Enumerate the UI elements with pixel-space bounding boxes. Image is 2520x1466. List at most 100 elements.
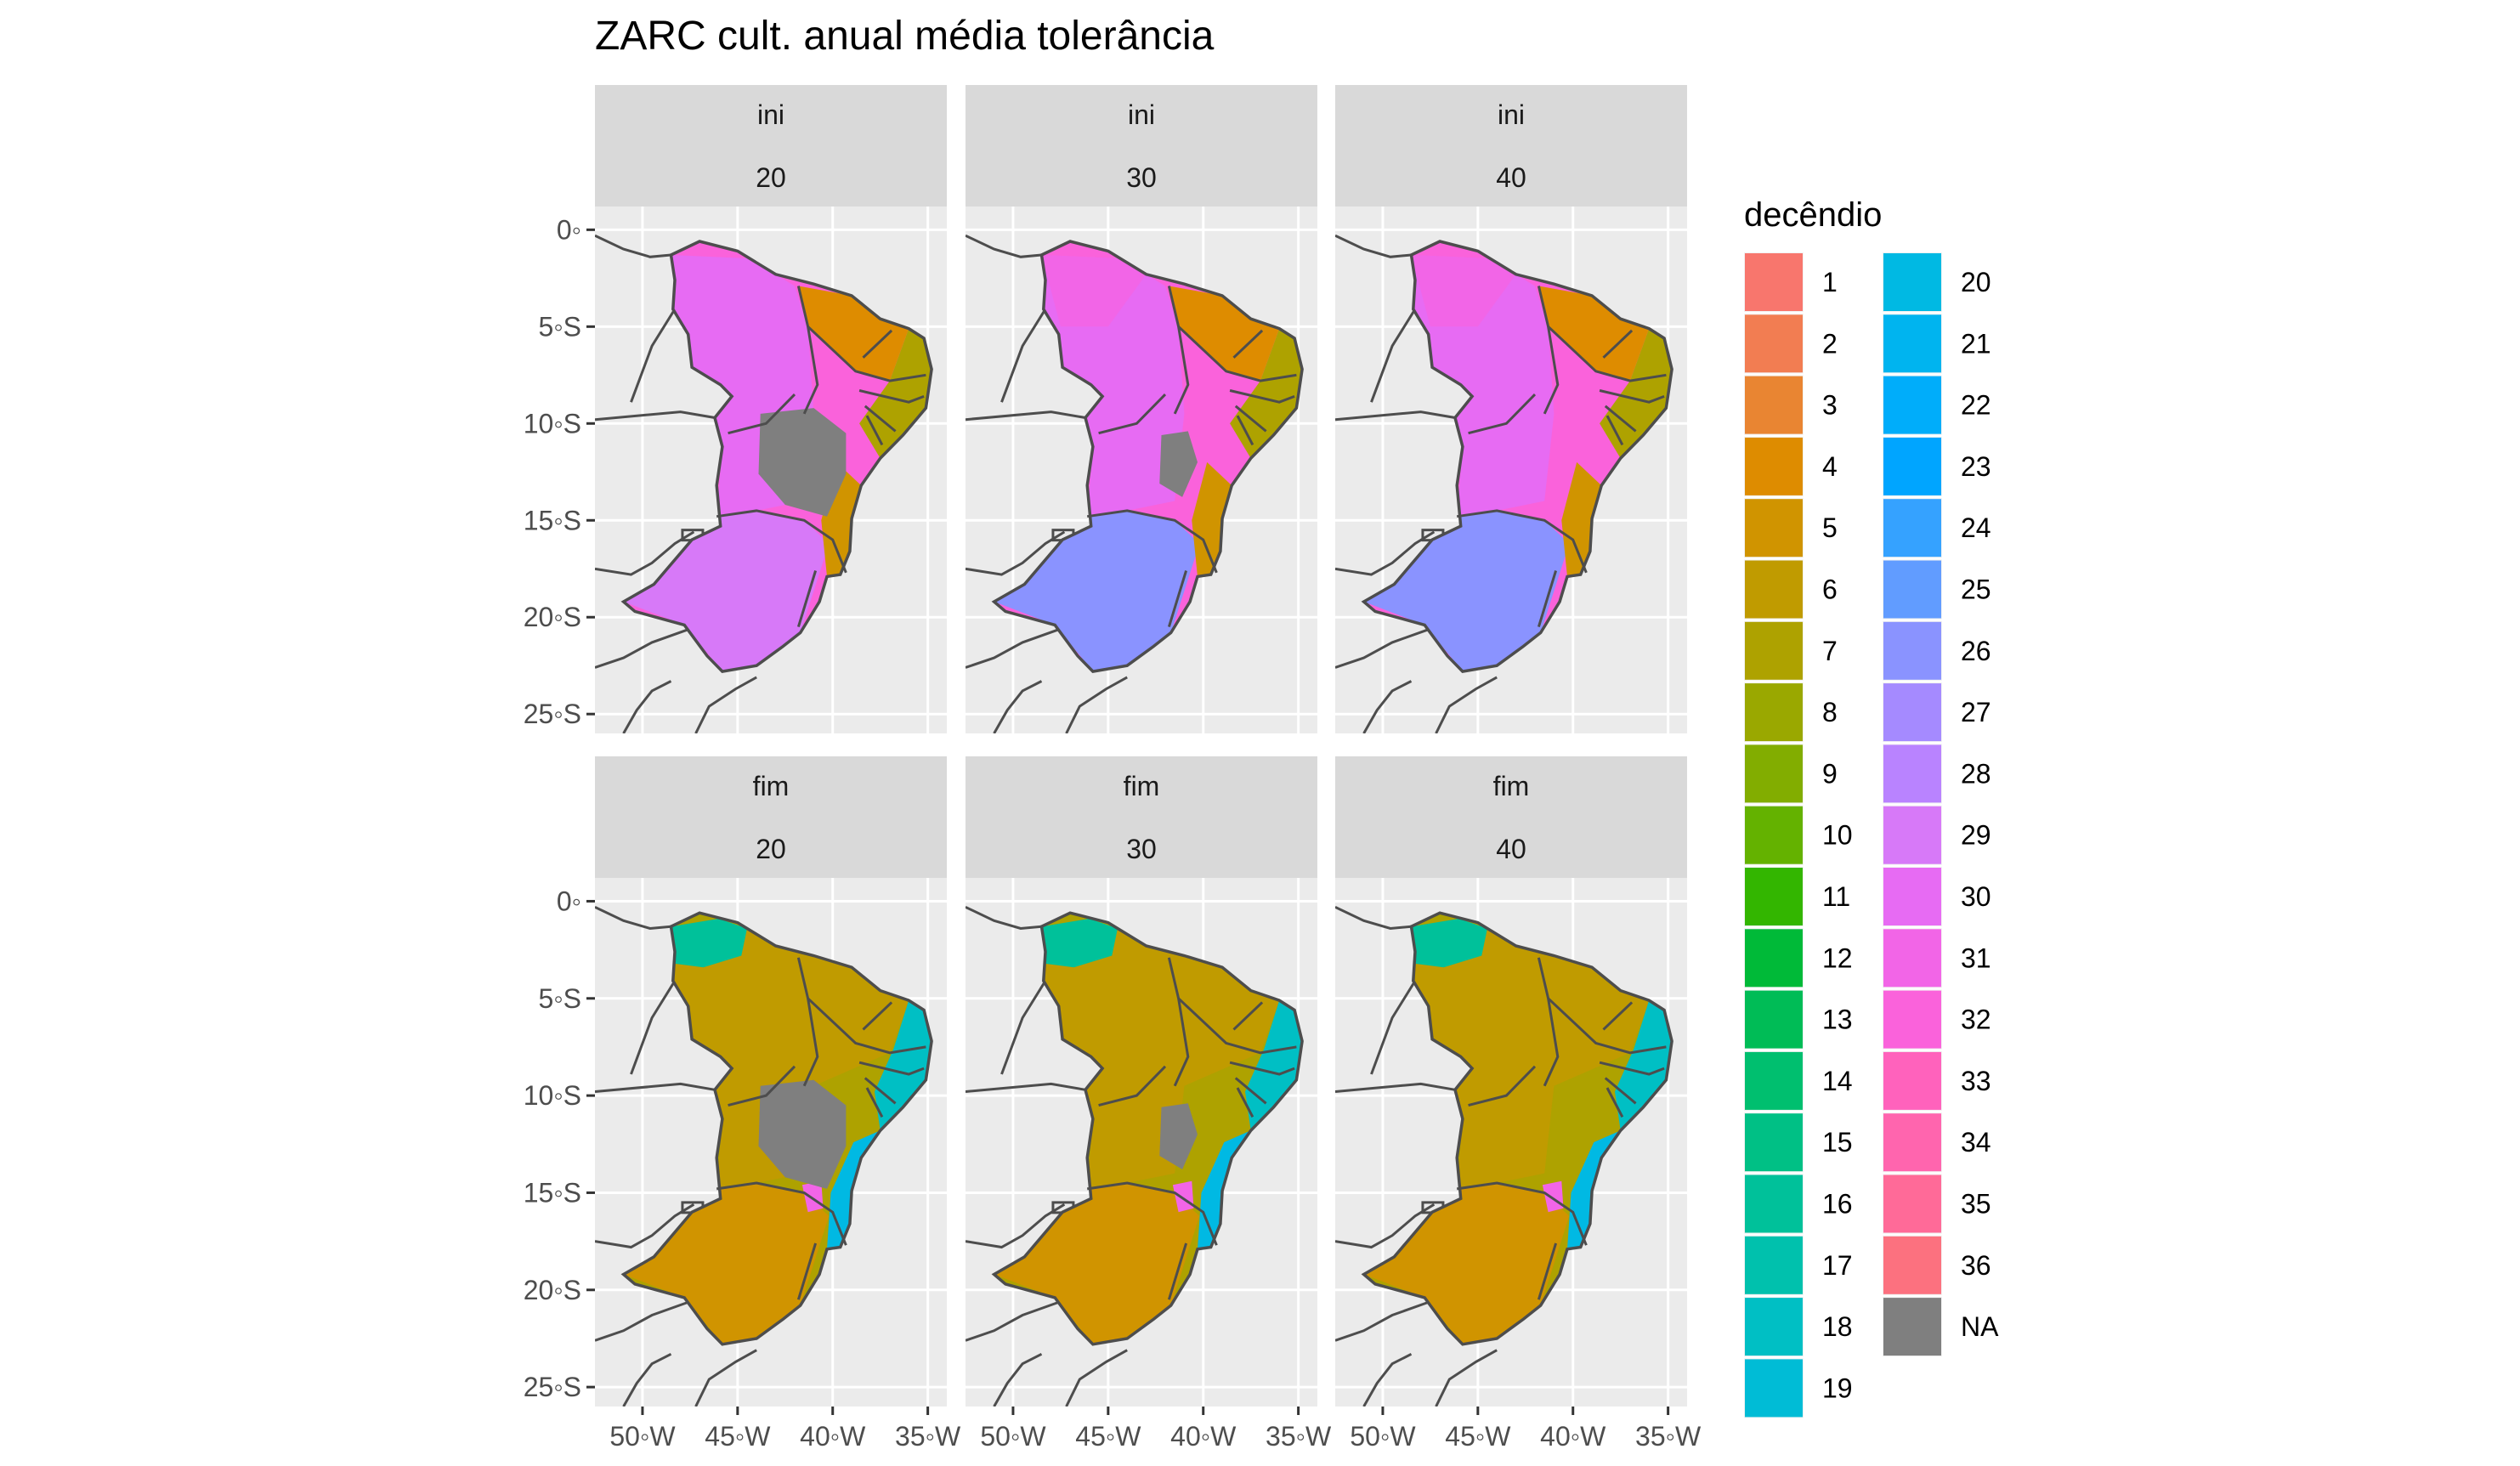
decendio-zone-7 xyxy=(859,328,932,459)
strip-row-label: fim xyxy=(753,771,790,801)
decendio-zone-31 xyxy=(1172,1180,1194,1213)
decendio-zone-6 xyxy=(671,926,909,1189)
legend-label: 10 xyxy=(1822,820,1853,851)
decendio-zone-16 xyxy=(1041,919,1118,968)
state-border xyxy=(1236,415,1254,446)
legend-swatch xyxy=(1745,253,1803,311)
legend-item-31: 31 xyxy=(1883,928,1991,988)
decendio-zone-20 xyxy=(1198,1130,1251,1249)
state-border xyxy=(858,1061,925,1076)
na-region xyxy=(758,1079,847,1189)
state-border xyxy=(1177,997,1297,1055)
legend-swatch xyxy=(1883,929,1941,988)
x-tick-label: 35◦W xyxy=(1266,1421,1332,1452)
region-outline xyxy=(620,240,933,673)
legend-item-19: 19 xyxy=(1744,1358,1853,1418)
y-tick-label: 0◦ xyxy=(557,214,581,245)
state-border xyxy=(1547,325,1667,382)
region-outline xyxy=(620,911,933,1346)
state-border xyxy=(716,509,847,574)
x-tick-label: 45◦W xyxy=(705,1421,771,1452)
legend-label: 2 xyxy=(1822,328,1838,359)
legend-item-27: 27 xyxy=(1883,682,1991,743)
legend-swatch xyxy=(1883,1298,1941,1356)
decendio-fill xyxy=(1363,241,1673,672)
facet-strip xyxy=(595,85,947,207)
legend-item-7: 7 xyxy=(1744,620,1838,681)
legend-item-9: 9 xyxy=(1744,744,1838,804)
decendio-zone-16 xyxy=(1411,919,1487,968)
legend-label: 33 xyxy=(1961,1066,1991,1096)
boundary-line xyxy=(1370,980,1417,1075)
legend-swatch xyxy=(1745,1236,1803,1294)
legend-swatch xyxy=(1745,683,1803,742)
y-tick-label: 0◦ xyxy=(557,886,581,916)
legend-swatch xyxy=(1883,1051,1941,1110)
y-tick-label: 15◦S xyxy=(524,1177,581,1208)
legend-swatch xyxy=(1745,744,1803,803)
legend-label: 20 xyxy=(1961,267,1991,297)
boundary-line xyxy=(1000,308,1047,403)
y-tick-label: 5◦S xyxy=(539,311,581,342)
x-tick-label: 50◦W xyxy=(1350,1421,1416,1452)
legend-item-24: 24 xyxy=(1883,498,1991,558)
legend-item-1: 1 xyxy=(1744,252,1838,312)
legend-label: 12 xyxy=(1822,942,1853,973)
boundary-line xyxy=(1065,1349,1128,1407)
na-region xyxy=(1159,1103,1198,1169)
state-border xyxy=(858,389,925,404)
legend-label: 11 xyxy=(1822,881,1850,912)
boundary-line xyxy=(1435,1349,1498,1407)
decendio-fill xyxy=(994,913,1303,1344)
region-outline xyxy=(991,911,1304,1346)
y-tick-label: 15◦S xyxy=(524,505,581,535)
state-border xyxy=(1537,570,1558,628)
decendio-zone-4 xyxy=(1169,286,1280,382)
boundary-line xyxy=(966,1082,1086,1093)
boundary-line xyxy=(1362,680,1413,733)
facet-panel-ini-20: ini 20 xyxy=(595,85,947,733)
decendio-zone-31 xyxy=(801,1180,824,1213)
facet-strip xyxy=(1335,85,1687,207)
state-border xyxy=(1599,1061,1665,1076)
legend-item-10: 10 xyxy=(1744,805,1853,865)
strip-row-label: fim xyxy=(1493,771,1530,801)
state-border xyxy=(1605,1087,1624,1118)
facet-panel-ini-40: ini 40 xyxy=(1335,85,1687,733)
state-border xyxy=(1468,393,1537,435)
legend-swatch xyxy=(1883,253,1941,311)
legend-label: 21 xyxy=(1961,328,1991,359)
boundary-line xyxy=(993,1352,1043,1407)
legend-swatch xyxy=(1745,1174,1803,1233)
x-tick-label: 40◦W xyxy=(1540,1421,1606,1452)
strip-row-label: ini xyxy=(757,99,784,130)
y-tick-label: 5◦S xyxy=(539,983,581,1014)
decendio-zone-20 xyxy=(1567,1130,1621,1249)
legend-label: 26 xyxy=(1961,636,1991,666)
legend-swatch xyxy=(1745,1359,1803,1418)
na-region xyxy=(758,408,847,517)
facet-strip xyxy=(966,85,1317,207)
decendio-fill xyxy=(623,913,932,1344)
legend-label: 30 xyxy=(1961,881,1991,912)
facet-panel-fim-20: fim 20 xyxy=(595,756,947,1407)
legend-item-16: 16 xyxy=(1744,1174,1853,1234)
y-axes: 0◦ 5◦S 10◦S 15◦S 20◦S 25◦S 0◦ 5◦S 10◦S 15◦S 20◦S 25… xyxy=(524,214,595,1402)
legend-swatch xyxy=(1745,560,1803,619)
strip-row-label: fim xyxy=(1124,771,1160,801)
boundary-line xyxy=(966,627,1062,669)
legend-item-17: 17 xyxy=(1744,1235,1853,1295)
legend-swatch xyxy=(1745,868,1803,925)
facet-strip xyxy=(595,756,947,878)
legend-label: 25 xyxy=(1961,575,1991,605)
legend-item-30: 30 xyxy=(1883,867,1991,926)
legend-label: 35 xyxy=(1961,1189,1991,1220)
state-border xyxy=(1098,1065,1167,1107)
legend-item-35: 35 xyxy=(1883,1174,1991,1234)
legend-swatch xyxy=(1745,314,1803,373)
legend-item-21: 21 xyxy=(1883,314,1991,374)
legend-item-18: 18 xyxy=(1744,1297,1853,1357)
boundary-line xyxy=(966,1300,1062,1342)
state-border xyxy=(1234,1077,1267,1105)
facet-strip xyxy=(1335,756,1687,878)
